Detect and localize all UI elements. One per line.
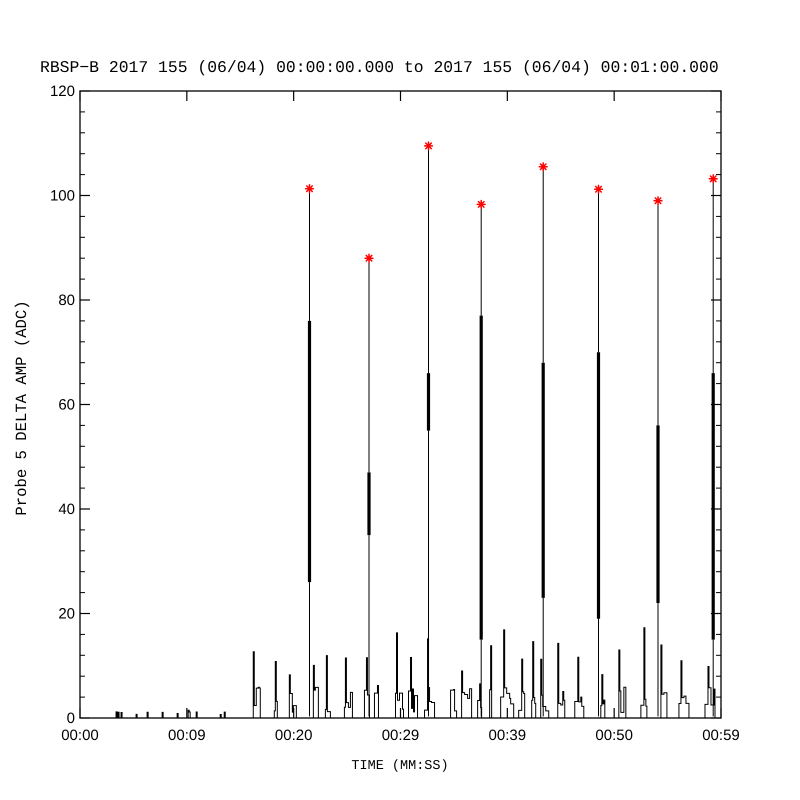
svg-text:0: 0 xyxy=(67,710,75,727)
svg-text:00:59: 00:59 xyxy=(702,727,740,744)
svg-text:TIME (MM:SS): TIME (MM:SS) xyxy=(351,759,448,774)
svg-text:100: 100 xyxy=(50,188,75,205)
svg-text:00:00: 00:00 xyxy=(61,727,99,744)
svg-text:00:09: 00:09 xyxy=(168,727,206,744)
svg-text:RBSP−B 2017 155 (06/04) 00:00:: RBSP−B 2017 155 (06/04) 00:00:00.000 to … xyxy=(40,58,719,77)
svg-text:80: 80 xyxy=(58,292,75,309)
svg-text:00:50: 00:50 xyxy=(595,727,633,744)
svg-text:60: 60 xyxy=(58,397,75,414)
svg-text:00:29: 00:29 xyxy=(382,727,420,744)
svg-text:00:39: 00:39 xyxy=(489,727,527,744)
svg-text:00:20: 00:20 xyxy=(275,727,313,744)
svg-text:20: 20 xyxy=(58,606,75,623)
svg-text:Probe 5 DELTA AMP (ADC): Probe 5 DELTA AMP (ADC) xyxy=(13,300,31,515)
svg-text:40: 40 xyxy=(58,501,75,518)
svg-text:120: 120 xyxy=(50,83,75,100)
